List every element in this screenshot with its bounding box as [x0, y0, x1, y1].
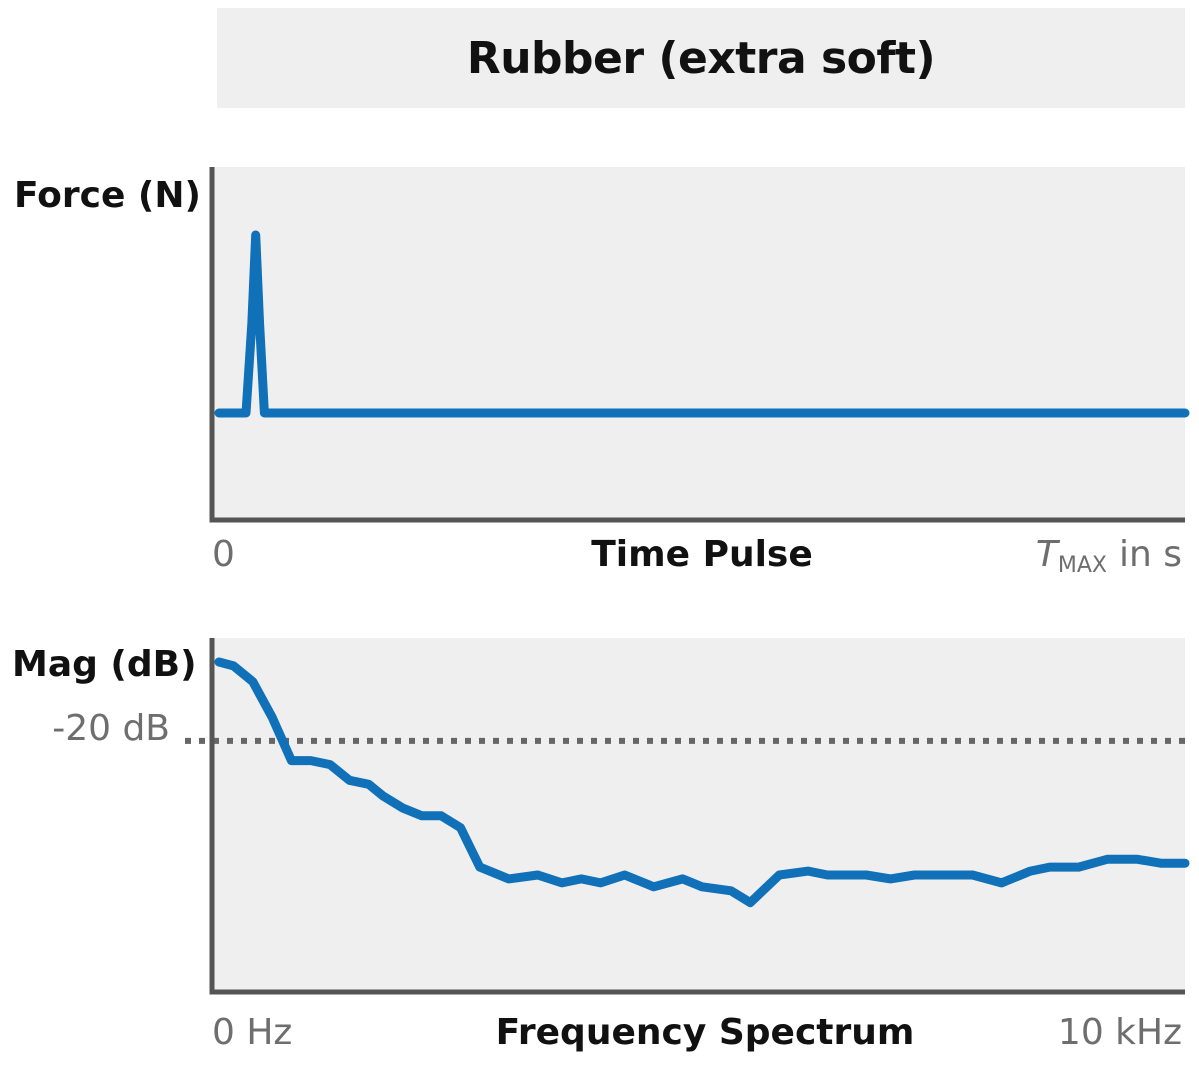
time-series-layer — [214, 230, 1190, 418]
minus-20db-label: -20 dB — [52, 708, 170, 749]
spectrum-tick-start: 0 Hz — [212, 1012, 292, 1053]
chart-title: Rubber (extra soft) — [466, 32, 936, 84]
tmax-symbol: T — [1036, 534, 1061, 575]
force-axis-label: Force (N) — [14, 175, 201, 216]
force-pulse-series-0 — [214, 230, 1190, 418]
spectrum-axes — [209, 638, 1185, 995]
spectrum-tick-end: 10 kHz — [1058, 1012, 1182, 1053]
spectrum-axis-label: Frequency Spectrum — [496, 1012, 915, 1053]
spectrum-plot-area — [212, 638, 1185, 992]
spectrum-series-0 — [214, 657, 1190, 908]
magnitude-axis-label: Mag (dB) — [12, 644, 197, 685]
time-plot-area — [212, 167, 1185, 520]
time-unit: in s — [1119, 534, 1182, 575]
spectrum-series-layer — [214, 657, 1190, 908]
time-tick-end: TMAX in s — [1036, 534, 1182, 578]
tmax-subscript: MAX — [1058, 553, 1107, 578]
time-axes — [209, 167, 1185, 523]
time-tick-start: 0 — [212, 534, 235, 575]
time-axis-label: Time Pulse — [591, 534, 813, 575]
chart-title-bar: Rubber (extra soft) — [217, 8, 1185, 108]
